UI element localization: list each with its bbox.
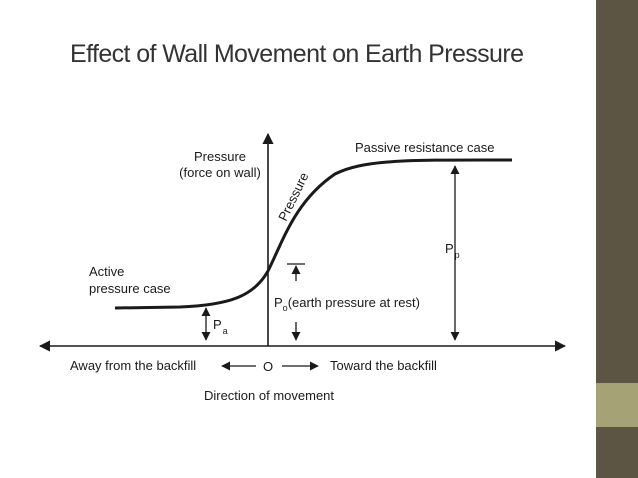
passive-label: Passive resistance case: [355, 140, 494, 155]
pressure-curve: [114, 158, 513, 310]
y-axis-label-line1: Pressure: [194, 149, 246, 164]
origin-label: O: [263, 359, 273, 374]
y-axis-label-line2: (force on wall): [179, 165, 261, 180]
toward-label: Toward the backfill: [330, 358, 437, 373]
pa-label: Pa: [213, 317, 228, 336]
away-label: Away from the backfill: [70, 358, 196, 373]
earth-pressure-diagram: Pp Pa Po(earth pressure at rest) Pressur…: [38, 132, 567, 403]
active-label-line1: Active: [89, 264, 124, 279]
x-axis-title: Direction of movement: [204, 388, 334, 403]
diagram-panel: Pp Pa Po(earth pressure at rest) Pressur…: [0, 126, 596, 414]
sidebar-accent-block: [596, 383, 638, 427]
slide-title: Effect of Wall Movement on Earth Pressur…: [70, 40, 524, 68]
pp-label: Pp: [445, 241, 460, 260]
active-label-line2: pressure case: [89, 281, 171, 296]
p0-label: Po(earth pressure at rest): [274, 295, 420, 313]
curve-label: Pressure: [275, 170, 311, 223]
